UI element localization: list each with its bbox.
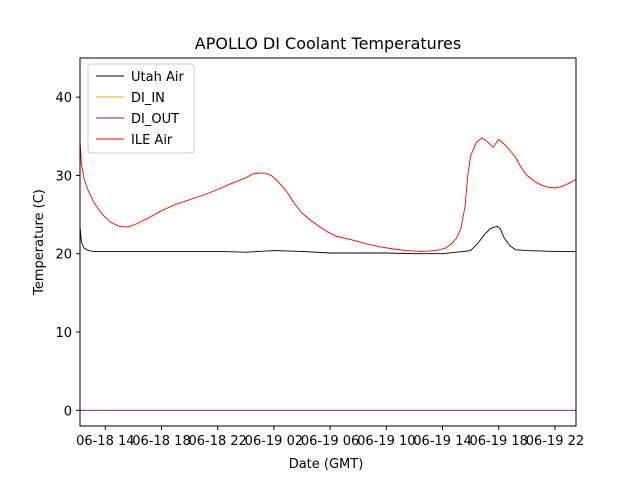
x-tick-label: 06-19 10 xyxy=(357,434,415,449)
x-tick-label: 06-19 18 xyxy=(469,434,527,449)
y-tick-label: 40 xyxy=(55,91,72,106)
plot-area xyxy=(80,137,576,411)
y-tick-label: 20 xyxy=(55,248,72,263)
y-tick-label: 0 xyxy=(64,404,72,419)
y-tick-label: 10 xyxy=(55,326,72,341)
x-axis-label: Date (GMT) xyxy=(289,457,364,472)
chart-title: APOLLO DI Coolant Temperatures xyxy=(195,34,461,53)
y-axis-label: Temperature (C) xyxy=(32,189,47,296)
plot-frame xyxy=(79,57,577,427)
axes-frame xyxy=(79,57,577,427)
legend-label-ile-air: ILE Air xyxy=(131,133,173,148)
legend-label-di-out: DI_OUT xyxy=(131,112,179,127)
legend-box xyxy=(87,63,195,154)
series-line-ile-air xyxy=(80,137,576,252)
x-tick-label: 06-18 14 xyxy=(76,434,134,449)
x-tick-label: 06-19 22 xyxy=(526,434,584,449)
x-tick-label: 06-19 02 xyxy=(245,434,303,449)
legend-label-utah-air: Utah Air xyxy=(131,70,184,85)
x-tick-label: 06-18 18 xyxy=(132,434,190,449)
y-tick-label: 30 xyxy=(55,169,72,184)
x-tick-label: 06-18 22 xyxy=(188,434,246,449)
x-tick-label: 06-19 14 xyxy=(413,434,471,449)
series-line-utah-air xyxy=(80,225,576,255)
x-tick-label: 06-19 06 xyxy=(301,434,359,449)
legend-label-di-in: DI_IN xyxy=(131,91,165,106)
legend: Utah Air DI_IN DI_OUT ILE Air xyxy=(87,63,195,154)
